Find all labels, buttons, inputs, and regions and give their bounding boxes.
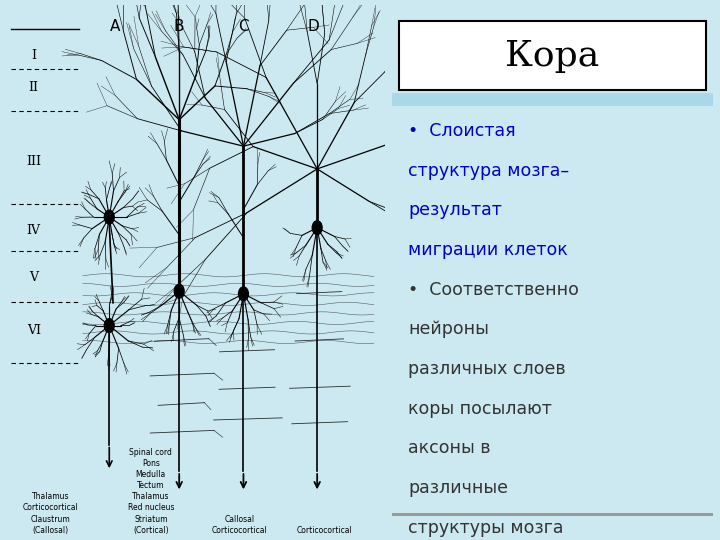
Text: I: I xyxy=(31,49,36,62)
Text: структура мозга–: структура мозга– xyxy=(408,161,570,179)
Bar xyxy=(392,93,713,106)
Text: •  Соответственно: • Соответственно xyxy=(408,281,580,299)
Circle shape xyxy=(104,319,114,333)
Text: Spinal cord
Pons
Medulla
Tectum
Thalamus
Red nucleus
Striatum
(Cortical): Spinal cord Pons Medulla Tectum Thalamus… xyxy=(127,448,174,535)
Text: D: D xyxy=(307,19,319,34)
Text: коры посылают: коры посылают xyxy=(408,400,552,417)
Text: II: II xyxy=(29,81,39,94)
Text: Кора: Кора xyxy=(505,39,600,73)
Text: V: V xyxy=(30,272,38,285)
Text: B: B xyxy=(174,19,184,34)
Text: структуры мозга: структуры мозга xyxy=(408,519,564,537)
Text: A: A xyxy=(109,19,120,34)
Text: миграции клеток: миграции клеток xyxy=(408,241,568,259)
Text: C: C xyxy=(238,19,249,34)
Text: III: III xyxy=(26,155,41,168)
Text: нейроны: нейроны xyxy=(408,320,490,338)
Text: •  Слоистая: • Слоистая xyxy=(408,122,516,140)
Bar xyxy=(392,516,713,535)
Circle shape xyxy=(174,284,184,298)
Text: Corticocortical: Corticocortical xyxy=(297,525,353,535)
Text: аксоны в: аксоны в xyxy=(408,440,491,457)
Bar xyxy=(392,513,713,516)
Circle shape xyxy=(238,287,248,301)
Text: VI: VI xyxy=(27,325,40,338)
Text: результат: результат xyxy=(408,201,503,219)
Text: различные: различные xyxy=(408,479,508,497)
FancyBboxPatch shape xyxy=(399,21,706,90)
Text: Callosal
Corticocortical: Callosal Corticocortical xyxy=(212,515,268,535)
Text: Thalamus
Corticocortical
Claustrum
(Callosal): Thalamus Corticocortical Claustrum (Call… xyxy=(23,492,78,535)
Circle shape xyxy=(104,210,114,224)
Circle shape xyxy=(312,221,322,234)
Text: различных слоев: различных слоев xyxy=(408,360,566,378)
Text: IV: IV xyxy=(27,224,40,237)
